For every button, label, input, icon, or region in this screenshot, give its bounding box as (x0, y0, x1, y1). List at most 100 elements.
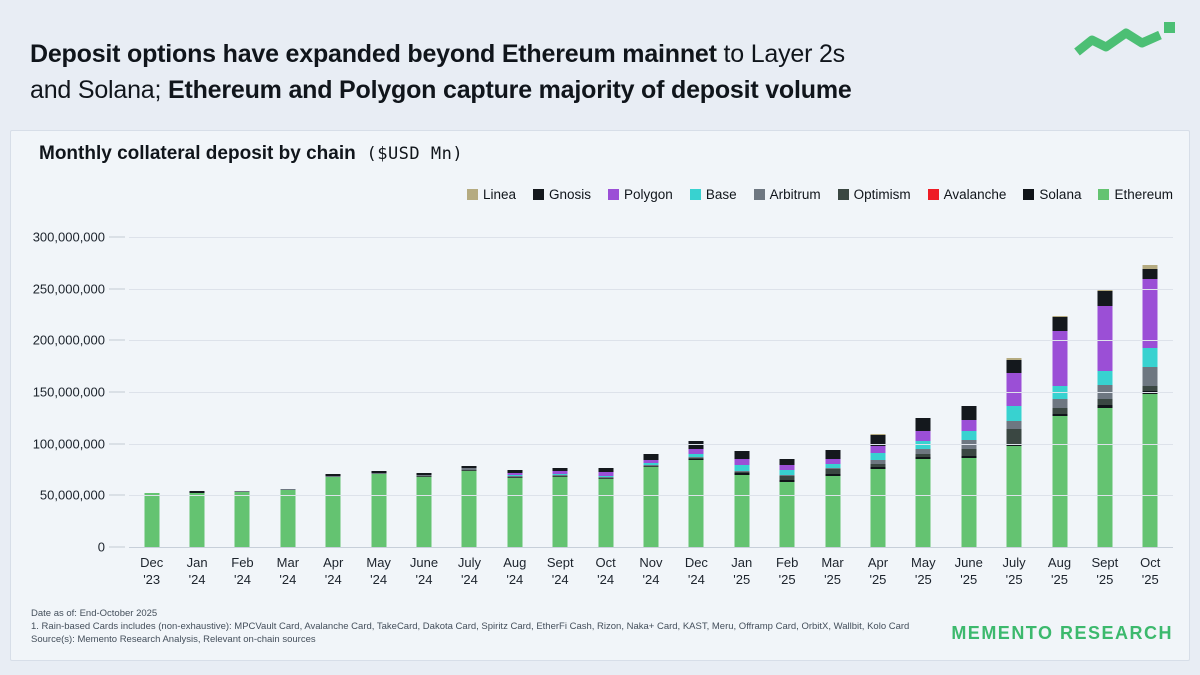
stacked-bar (280, 488, 296, 547)
bar-column-jan-24: Jan '24 (174, 237, 219, 587)
bar-segment-gnosis (643, 453, 659, 461)
bar-segment-arbitrum (416, 474, 432, 476)
bar-segment-ethereum (1052, 415, 1067, 547)
stacked-bar (144, 493, 160, 547)
bar-segment-arbitrum (325, 475, 341, 477)
bar-segment-optimism (688, 458, 704, 460)
x-axis-label-year: '25 (960, 572, 978, 587)
gridline-300000000: 300,000,000 (33, 230, 1173, 245)
bar-segment-arbitrum (371, 472, 387, 474)
memento-logo-icon (1074, 22, 1175, 56)
x-axis-label-year: '25 (733, 572, 751, 587)
bar-segment-ethereum (280, 490, 296, 547)
bar-segment-gnosis (416, 472, 432, 475)
bar-column-apr-25: Apr '25 (855, 237, 900, 587)
bar-segment-ethereum (371, 473, 387, 547)
bar-segment-arbitrum (189, 492, 205, 494)
bar-segment-solana (915, 457, 931, 460)
bar-segment-gnosis (825, 450, 841, 459)
bar-segment-optimism (461, 469, 477, 471)
x-axis-label-year: '24 (233, 572, 251, 587)
bar-segment-base (1006, 406, 1022, 421)
bar-segment-base (1142, 347, 1158, 368)
bar-segment-polygon (552, 471, 568, 475)
bar-segment-optimism (1142, 385, 1158, 392)
x-axis-label-year: '23 (143, 572, 161, 587)
bar-segment-polygon (779, 465, 795, 471)
bar-segment-arbitrum (915, 449, 931, 454)
bar-segment-base (552, 474, 568, 475)
legend-label-base: Base (705, 187, 737, 202)
y-axis-tick-mark (109, 391, 125, 393)
footnotes: Date as of: End-October 2025 1. Rain-bas… (31, 607, 909, 646)
x-axis-label-year: '24 (279, 572, 297, 587)
y-axis-tick-mark (109, 546, 125, 548)
bar-segment-arbitrum (507, 475, 523, 477)
x-axis-label: Oct '24 (595, 554, 615, 588)
x-axis-label: Aug '25 (1048, 554, 1071, 588)
x-axis-label-month: Sept (1091, 555, 1119, 570)
bar-segment-gnosis (325, 473, 341, 476)
bar-segment-polygon (598, 472, 614, 476)
legend-item-polygon: Polygon (608, 187, 673, 202)
legend-swatch-gnosis (532, 189, 544, 200)
bar-segment-ethereum (144, 493, 160, 547)
bar-segment-ethereum (598, 478, 614, 547)
bar-segment-base (870, 453, 886, 460)
bar-segment-optimism (416, 475, 432, 477)
bar-column-aug-25: Aug '25 (1037, 237, 1082, 587)
legend-item-linea: Linea (466, 187, 516, 202)
x-axis-label-month: Mar (821, 555, 844, 570)
bar-segment-polygon (734, 458, 750, 466)
bar-segment-ethereum (779, 481, 795, 547)
bar-column-aug-24: Aug '24 (492, 237, 537, 587)
bar-segment-arbitrum (688, 457, 704, 459)
legend-label-polygon: Polygon (624, 187, 673, 202)
x-axis-label: Jan '25 (731, 554, 752, 588)
bar-segment-solana (870, 466, 886, 469)
bar-segment-gnosis (507, 469, 523, 473)
bar-column-july-24: July '24 (447, 237, 492, 587)
bar-segment-ethereum (1006, 445, 1022, 547)
bar-segment-optimism (870, 464, 886, 467)
x-axis-label-month: July (457, 555, 481, 570)
chart-title-bold: Monthly collateral deposit by chain (39, 143, 356, 164)
bar-segment-base (507, 475, 523, 476)
y-axis-tick-label: 100,000,000 (32, 436, 105, 452)
x-axis-label-year: '25 (778, 572, 796, 587)
legend-swatch-arbitrum (753, 189, 765, 200)
y-axis-tick-label: 300,000,000 (32, 229, 105, 245)
bar-segment-base (915, 441, 931, 450)
bar-segment-arbitrum (1006, 420, 1022, 430)
stacked-bar (1142, 265, 1158, 547)
bar-segment-ethereum (234, 492, 250, 547)
stacked-bar (416, 472, 432, 547)
x-axis-label: Mar '25 (821, 554, 843, 588)
x-axis-label-year: '24 (642, 572, 660, 587)
bar-segment-gnosis (1052, 316, 1067, 332)
stacked-bar (552, 468, 568, 547)
bar-segment-gnosis (189, 491, 205, 493)
legend-label-arbitrum: Arbitrum (769, 187, 821, 202)
bar-segment-ethereum (734, 474, 750, 547)
bar-segment-gnosis (1142, 269, 1158, 280)
bar-segment-ethereum (507, 477, 523, 547)
x-axis-label-month: May (911, 555, 936, 570)
bar-column-apr-24: Apr '24 (311, 237, 356, 587)
x-axis-label: May '25 (911, 554, 936, 588)
y-axis-tick-label: 250,000,000 (32, 281, 105, 297)
bar-column-may-24: May '24 (356, 237, 401, 587)
bar-segment-polygon (825, 458, 841, 464)
y-axis-tick-label: 150,000,000 (32, 384, 105, 400)
bar-segment-arbitrum (1142, 367, 1158, 386)
bar-segment-solana (688, 459, 704, 461)
legend-label-avalanche: Avalanche (943, 187, 1007, 202)
x-axis-label-year: '25 (824, 572, 842, 587)
bar-segment-ethereum (870, 468, 886, 547)
x-axis-label-month: Mar (276, 555, 300, 570)
x-axis-label-year: '24 (415, 572, 433, 587)
bar-segment-optimism (643, 466, 659, 468)
x-axis-label-month: Jan (186, 555, 208, 570)
gridline-0: 0 (98, 540, 1173, 555)
bar-segment-arbitrum (825, 467, 841, 469)
